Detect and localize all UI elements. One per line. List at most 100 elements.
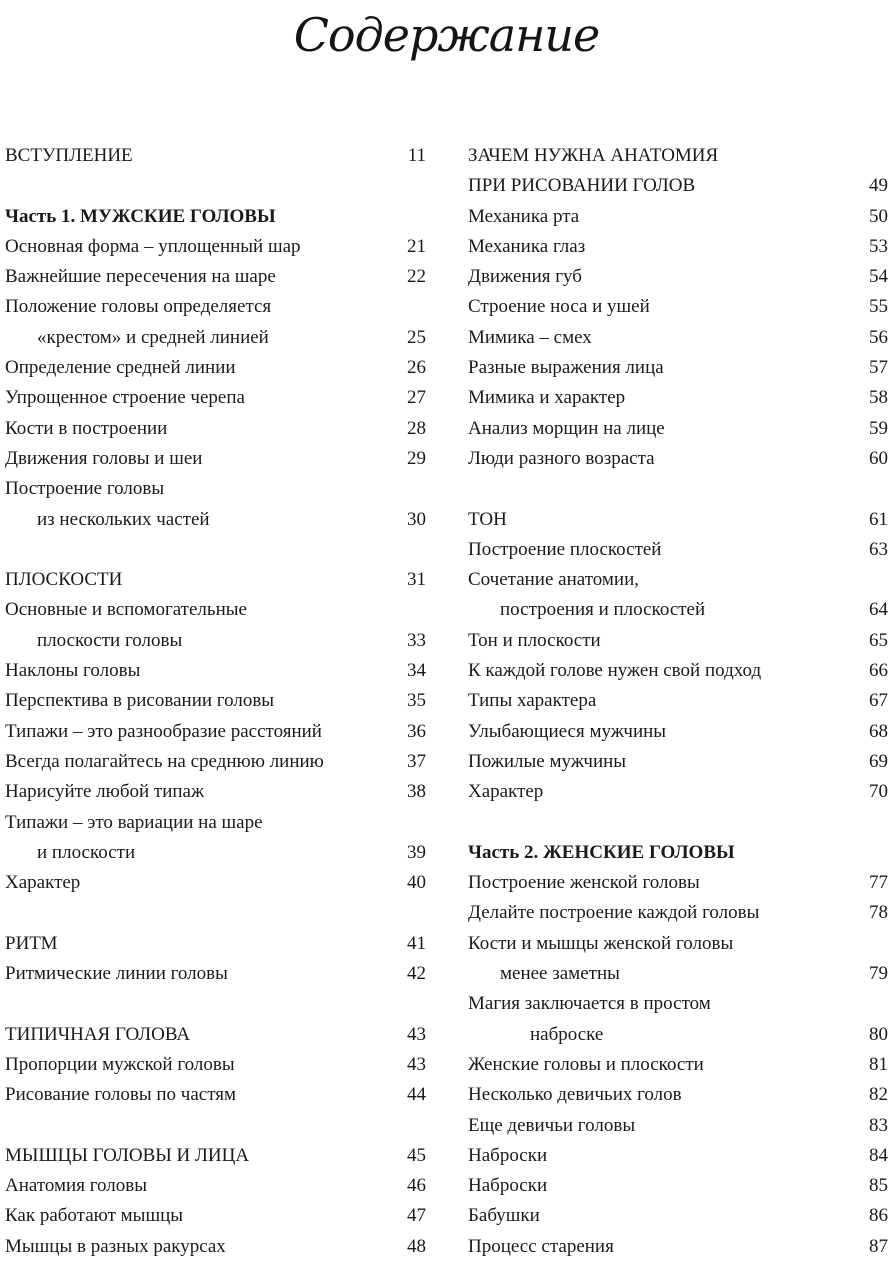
toc-entry[interactable]: К каждой голове нужен свой подход 66 [468, 656, 888, 686]
toc-entry[interactable]: из нескольких частей 30 [5, 505, 426, 535]
toc-entry[interactable]: ЗАЧЕМ НУЖНА АНАТОМИЯ [468, 141, 888, 171]
toc-entry[interactable]: Механика глаз 53 [468, 232, 888, 262]
toc-entry[interactable]: Сочетание анатомии, [468, 565, 888, 595]
toc-entry-title: Механика глаз [468, 235, 586, 257]
toc-entry[interactable]: Как работают мышцы 47 [5, 1201, 426, 1231]
toc-entry-title: Наклоны головы [5, 660, 141, 682]
toc-entry[interactable]: Характер 40 [5, 868, 426, 898]
toc-entry[interactable]: Наброски 84 [468, 1141, 888, 1171]
toc-entry[interactable]: Упрощенное строение черепа 27 [5, 383, 426, 413]
toc-entry[interactable]: Построение головы [5, 474, 426, 504]
toc-entry[interactable]: Построение плоскостей 63 [468, 535, 888, 565]
toc-entry[interactable]: Мимика – смех 56 [468, 323, 888, 353]
toc-entry-page: 86 [869, 1205, 888, 1227]
toc-entry[interactable]: наброске 80 [468, 1020, 888, 1050]
toc-entry[interactable]: Ритмические линии головы 42 [5, 959, 426, 989]
toc-entry-title: Основные и вспомогательные [5, 599, 247, 621]
toc-entry-title: Построение женской головы [468, 872, 700, 894]
toc-entry[interactable]: «крестом» и средней линией 25 [5, 323, 426, 353]
toc-entry-title: Процесс старения [468, 1235, 614, 1257]
toc-entry[interactable]: плоскости головы 33 [5, 626, 426, 656]
toc-entry-title: РИТМ [5, 932, 58, 954]
toc-entry[interactable]: Люди разного возраста 60 [468, 444, 888, 474]
toc-entry[interactable]: и плоскости 39 [5, 838, 426, 868]
toc-entry-page: 66 [869, 660, 888, 682]
toc-entry[interactable]: ТИПИЧНАЯ ГОЛОВА 43 [5, 1020, 426, 1050]
toc-entry[interactable]: Анализ морщин на лице 59 [468, 414, 888, 444]
toc-entry[interactable]: Мышцы в разных ракурсах 48 [5, 1232, 426, 1262]
toc-entry[interactable]: Тон и плоскости 65 [468, 626, 888, 656]
toc-entry-page: 55 [869, 296, 888, 318]
toc-entry-title: Анатомия головы [5, 1175, 147, 1197]
toc-entry-page: 81 [869, 1053, 888, 1075]
toc-entry-title: Характер [468, 781, 544, 803]
toc-entry-title: Перспектива в рисовании головы [5, 690, 275, 712]
toc-entry[interactable]: Нарисуйте любой типаж 38 [5, 777, 426, 807]
toc-entry-title: ЗАЧЕМ НУЖНА АНАТОМИЯ [468, 145, 719, 166]
toc-entry[interactable]: Женские головы и плоскости 81 [468, 1050, 888, 1080]
toc-part-heading[interactable]: Часть 1. МУЖСКИЕ ГОЛОВЫ [5, 202, 426, 232]
toc-entry[interactable]: Положение головы определяется [5, 292, 426, 322]
toc-entry[interactable]: Типажи – это разнообразие расстояний 36 [5, 717, 426, 747]
toc-entry-page: 57 [869, 357, 888, 379]
toc-entry[interactable]: Движения головы и шеи 29 [5, 444, 426, 474]
toc-entry[interactable]: Типажи – это вариации на шаре [5, 808, 426, 838]
toc-entry-page: 44 [407, 1084, 426, 1106]
toc-entry-page: 34 [407, 660, 426, 682]
toc-entry[interactable]: ПЛОСКОСТИ 31 [5, 565, 426, 595]
toc-entry-page: 36 [407, 720, 426, 742]
toc-entry-page: 56 [869, 326, 888, 348]
toc-entry-title: Основная форма – уплощенный шар [5, 235, 301, 257]
toc-part-heading[interactable]: Часть 2. ЖЕНСКИЕ ГОЛОВЫ [468, 838, 888, 868]
toc-entry[interactable]: Основная форма – уплощенный шар 21 [5, 232, 426, 262]
toc-entry[interactable]: Кости в построении 28 [5, 414, 426, 444]
toc-entry[interactable]: Улыбающиеся мужчины 68 [468, 717, 888, 747]
toc-entry[interactable]: ПРИ РИСОВАНИИ ГОЛОВ 49 [468, 171, 888, 201]
toc-entry[interactable]: построения и плоскостей 64 [468, 595, 888, 625]
toc-entry[interactable]: Механика рта 50 [468, 202, 888, 232]
toc-entry[interactable]: Магия заключается в простом [468, 989, 888, 1019]
toc-entry[interactable]: Типы характера 67 [468, 686, 888, 716]
toc-entry[interactable]: Анатомия головы 46 [5, 1171, 426, 1201]
toc-spacer [5, 1111, 426, 1141]
toc-entry[interactable]: Наклоны головы 34 [5, 656, 426, 686]
toc-entry[interactable]: ВСТУПЛЕНИЕ 11 [5, 141, 426, 171]
toc-entry[interactable]: Движения губ 54 [468, 262, 888, 292]
toc-entry[interactable]: Определение средней линии 26 [5, 353, 426, 383]
toc-entry[interactable]: ТОН 61 [468, 505, 888, 535]
toc-entry[interactable]: менее заметны 79 [468, 959, 888, 989]
toc-entry[interactable]: Пожилые мужчины 69 [468, 747, 888, 777]
toc-entry[interactable]: Строение носа и ушей 55 [468, 292, 888, 322]
toc-entry-page: 33 [407, 629, 426, 651]
toc-entry[interactable]: РИТМ 41 [5, 929, 426, 959]
toc-entry[interactable]: Пропорции мужской головы 43 [5, 1050, 426, 1080]
toc-entry[interactable]: Построение женской головы 77 [468, 868, 888, 898]
toc-entry[interactable]: Еще девичьи головы 83 [468, 1111, 888, 1141]
toc-entry[interactable]: Несколько девичьих голов 82 [468, 1080, 888, 1110]
toc-entry[interactable]: Основные и вспомогательные [5, 595, 426, 625]
toc-entry[interactable]: Мимика и характер 58 [468, 383, 888, 413]
toc-spacer [5, 989, 426, 1019]
toc-entry-title: менее заметны [500, 963, 620, 985]
toc-entry-title: ПРИ РИСОВАНИИ ГОЛОВ [468, 175, 696, 197]
toc-entry-title: «крестом» и средней линией [37, 326, 269, 348]
toc-entry-title: Делайте построение каждой головы [468, 902, 760, 924]
toc-entry[interactable]: Разные выражения лица 57 [468, 353, 888, 383]
toc-entry[interactable]: Бабушки 86 [468, 1201, 888, 1231]
toc-entry[interactable]: Характер 70 [468, 777, 888, 807]
toc-entry-title: и плоскости [37, 841, 136, 863]
toc-entry-title: плоскости головы [37, 629, 183, 651]
toc-entry[interactable]: Важнейшие пересечения на шаре 22 [5, 262, 426, 292]
toc-entry[interactable]: МЫШЦЫ ГОЛОВЫ И ЛИЦА 45 [5, 1141, 426, 1171]
toc-entry-title: Разные выражения лица [468, 357, 664, 379]
toc-entry-page: 84 [869, 1144, 888, 1166]
toc-entry-page: 26 [407, 357, 426, 379]
toc-entry-page: 60 [869, 447, 888, 469]
toc-entry[interactable]: Наброски 85 [468, 1171, 888, 1201]
toc-entry[interactable]: Кости и мышцы женской головы [468, 929, 888, 959]
toc-entry[interactable]: Всегда полагайтесь на среднюю линию 37 [5, 747, 426, 777]
toc-entry[interactable]: Рисование головы по частям 44 [5, 1080, 426, 1110]
toc-entry[interactable]: Процесс старения 87 [468, 1232, 888, 1262]
toc-entry[interactable]: Перспектива в рисовании головы 35 [5, 686, 426, 716]
toc-entry[interactable]: Делайте построение каждой головы 78 [468, 898, 888, 928]
